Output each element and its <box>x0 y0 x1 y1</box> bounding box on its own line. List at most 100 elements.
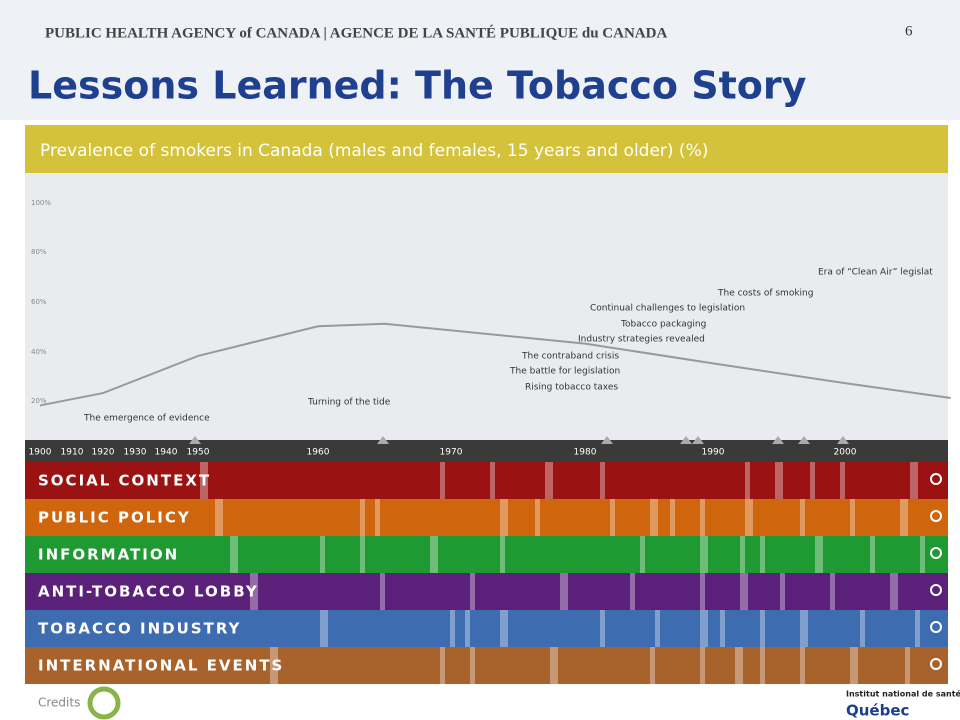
event-marker <box>837 436 849 444</box>
zoom-icon <box>930 658 942 670</box>
event-stripe <box>830 573 835 610</box>
graphic-title: Prevalence of smokers in Canada (males a… <box>40 141 708 161</box>
event-stripe <box>910 462 918 499</box>
agency: PUBLIC HEALTH AGENCY of CANADA | AGENCE … <box>45 24 667 41</box>
event-stripe <box>700 610 708 647</box>
timeline <box>25 440 948 462</box>
event-stripe <box>745 462 750 499</box>
event-stripe <box>545 462 553 499</box>
band-label: INFORMATION <box>38 546 179 564</box>
event-stripe <box>740 573 748 610</box>
event-stripe <box>720 610 725 647</box>
event-stripe <box>905 647 910 684</box>
event-stripe <box>450 610 455 647</box>
event-stripe <box>230 536 238 573</box>
event-marker <box>680 436 692 444</box>
event-stripe <box>610 499 615 536</box>
band-label: TOBACCO INDUSTRY <box>38 620 241 638</box>
event-stripe <box>740 536 745 573</box>
credits: Credits <box>38 696 80 710</box>
annotation: The contraband crisis <box>521 352 619 362</box>
event-marker <box>798 436 810 444</box>
event-stripe <box>700 573 705 610</box>
zoom-icon <box>930 473 942 485</box>
band-label: SOCIAL CONTEXT <box>38 472 211 490</box>
event-stripe <box>700 536 708 573</box>
event-stripe <box>655 610 660 647</box>
year-label: 1900 <box>29 448 52 458</box>
event-marker <box>692 436 704 444</box>
annotation: Era of “Clean Air” legislat <box>818 268 933 278</box>
event-stripe <box>800 647 805 684</box>
zoom-icon <box>930 547 942 559</box>
event-stripe <box>745 499 753 536</box>
event-stripe <box>900 499 908 536</box>
band-label: PUBLIC POLICY <box>38 509 191 527</box>
event-stripe <box>860 610 865 647</box>
slide-title: Lessons Learned: The Tobacco Story <box>28 64 807 108</box>
event-stripe <box>470 573 475 610</box>
event-stripe <box>700 499 705 536</box>
event-stripe <box>640 536 645 573</box>
annotation: The battle for legislation <box>509 367 620 377</box>
year-label: 1950 <box>187 448 210 458</box>
event-stripe <box>320 610 328 647</box>
event-stripe <box>650 647 655 684</box>
band <box>25 610 948 647</box>
year-label: 1980 <box>574 448 597 458</box>
event-stripe <box>375 499 380 536</box>
event-stripe <box>535 499 540 536</box>
event-stripe <box>550 647 558 684</box>
event-stripe <box>800 499 805 536</box>
annotation: Tobacco packaging <box>620 320 706 330</box>
event-stripe <box>815 536 823 573</box>
zoom-icon <box>930 621 942 633</box>
event-stripe <box>760 536 765 573</box>
event-stripe <box>500 610 508 647</box>
event-marker <box>189 436 201 444</box>
event-stripe <box>600 610 605 647</box>
event-stripe <box>630 573 635 610</box>
y-tick-label: 20% <box>31 397 47 405</box>
event-stripe <box>700 647 705 684</box>
event-stripe <box>650 499 658 536</box>
y-tick-label: 80% <box>31 248 47 256</box>
year-label: 1940 <box>155 448 178 458</box>
event-stripe <box>775 462 783 499</box>
y-tick-label: 40% <box>31 348 47 356</box>
zoom-icon <box>930 584 942 596</box>
year-label: 2000 <box>834 448 857 458</box>
event-stripe <box>800 610 808 647</box>
event-stripe <box>430 536 438 573</box>
province: Québec <box>846 702 909 720</box>
event-stripe <box>380 573 385 610</box>
event-stripe <box>560 573 568 610</box>
year-label: 1990 <box>702 448 725 458</box>
event-stripe <box>470 647 475 684</box>
event-stripe <box>850 647 858 684</box>
event-stripe <box>490 462 495 499</box>
graphic-title-bar <box>25 125 948 173</box>
event-stripe <box>810 462 815 499</box>
institute: Institut national de santé publique <box>846 689 960 699</box>
event-stripe <box>920 536 925 573</box>
event-stripe <box>500 536 505 573</box>
page-number: 6 <box>905 23 913 39</box>
year-label: 1930 <box>124 448 147 458</box>
y-tick-label: 100% <box>31 199 51 207</box>
y-tick-label: 60% <box>31 298 47 306</box>
event-stripe <box>870 536 875 573</box>
event-stripe <box>670 499 675 536</box>
event-stripe <box>890 573 898 610</box>
event-stripe <box>360 499 365 536</box>
annotation: Continual challenges to legislation <box>590 304 745 314</box>
event-marker <box>772 436 784 444</box>
event-stripe <box>215 499 223 536</box>
band-label: ANTI-TOBACCO LOBBY <box>38 583 259 601</box>
annotation: Rising tobacco taxes <box>525 383 618 393</box>
band <box>25 499 948 536</box>
event-stripe <box>850 499 855 536</box>
logo <box>87 686 121 720</box>
year-label: 1920 <box>92 448 115 458</box>
